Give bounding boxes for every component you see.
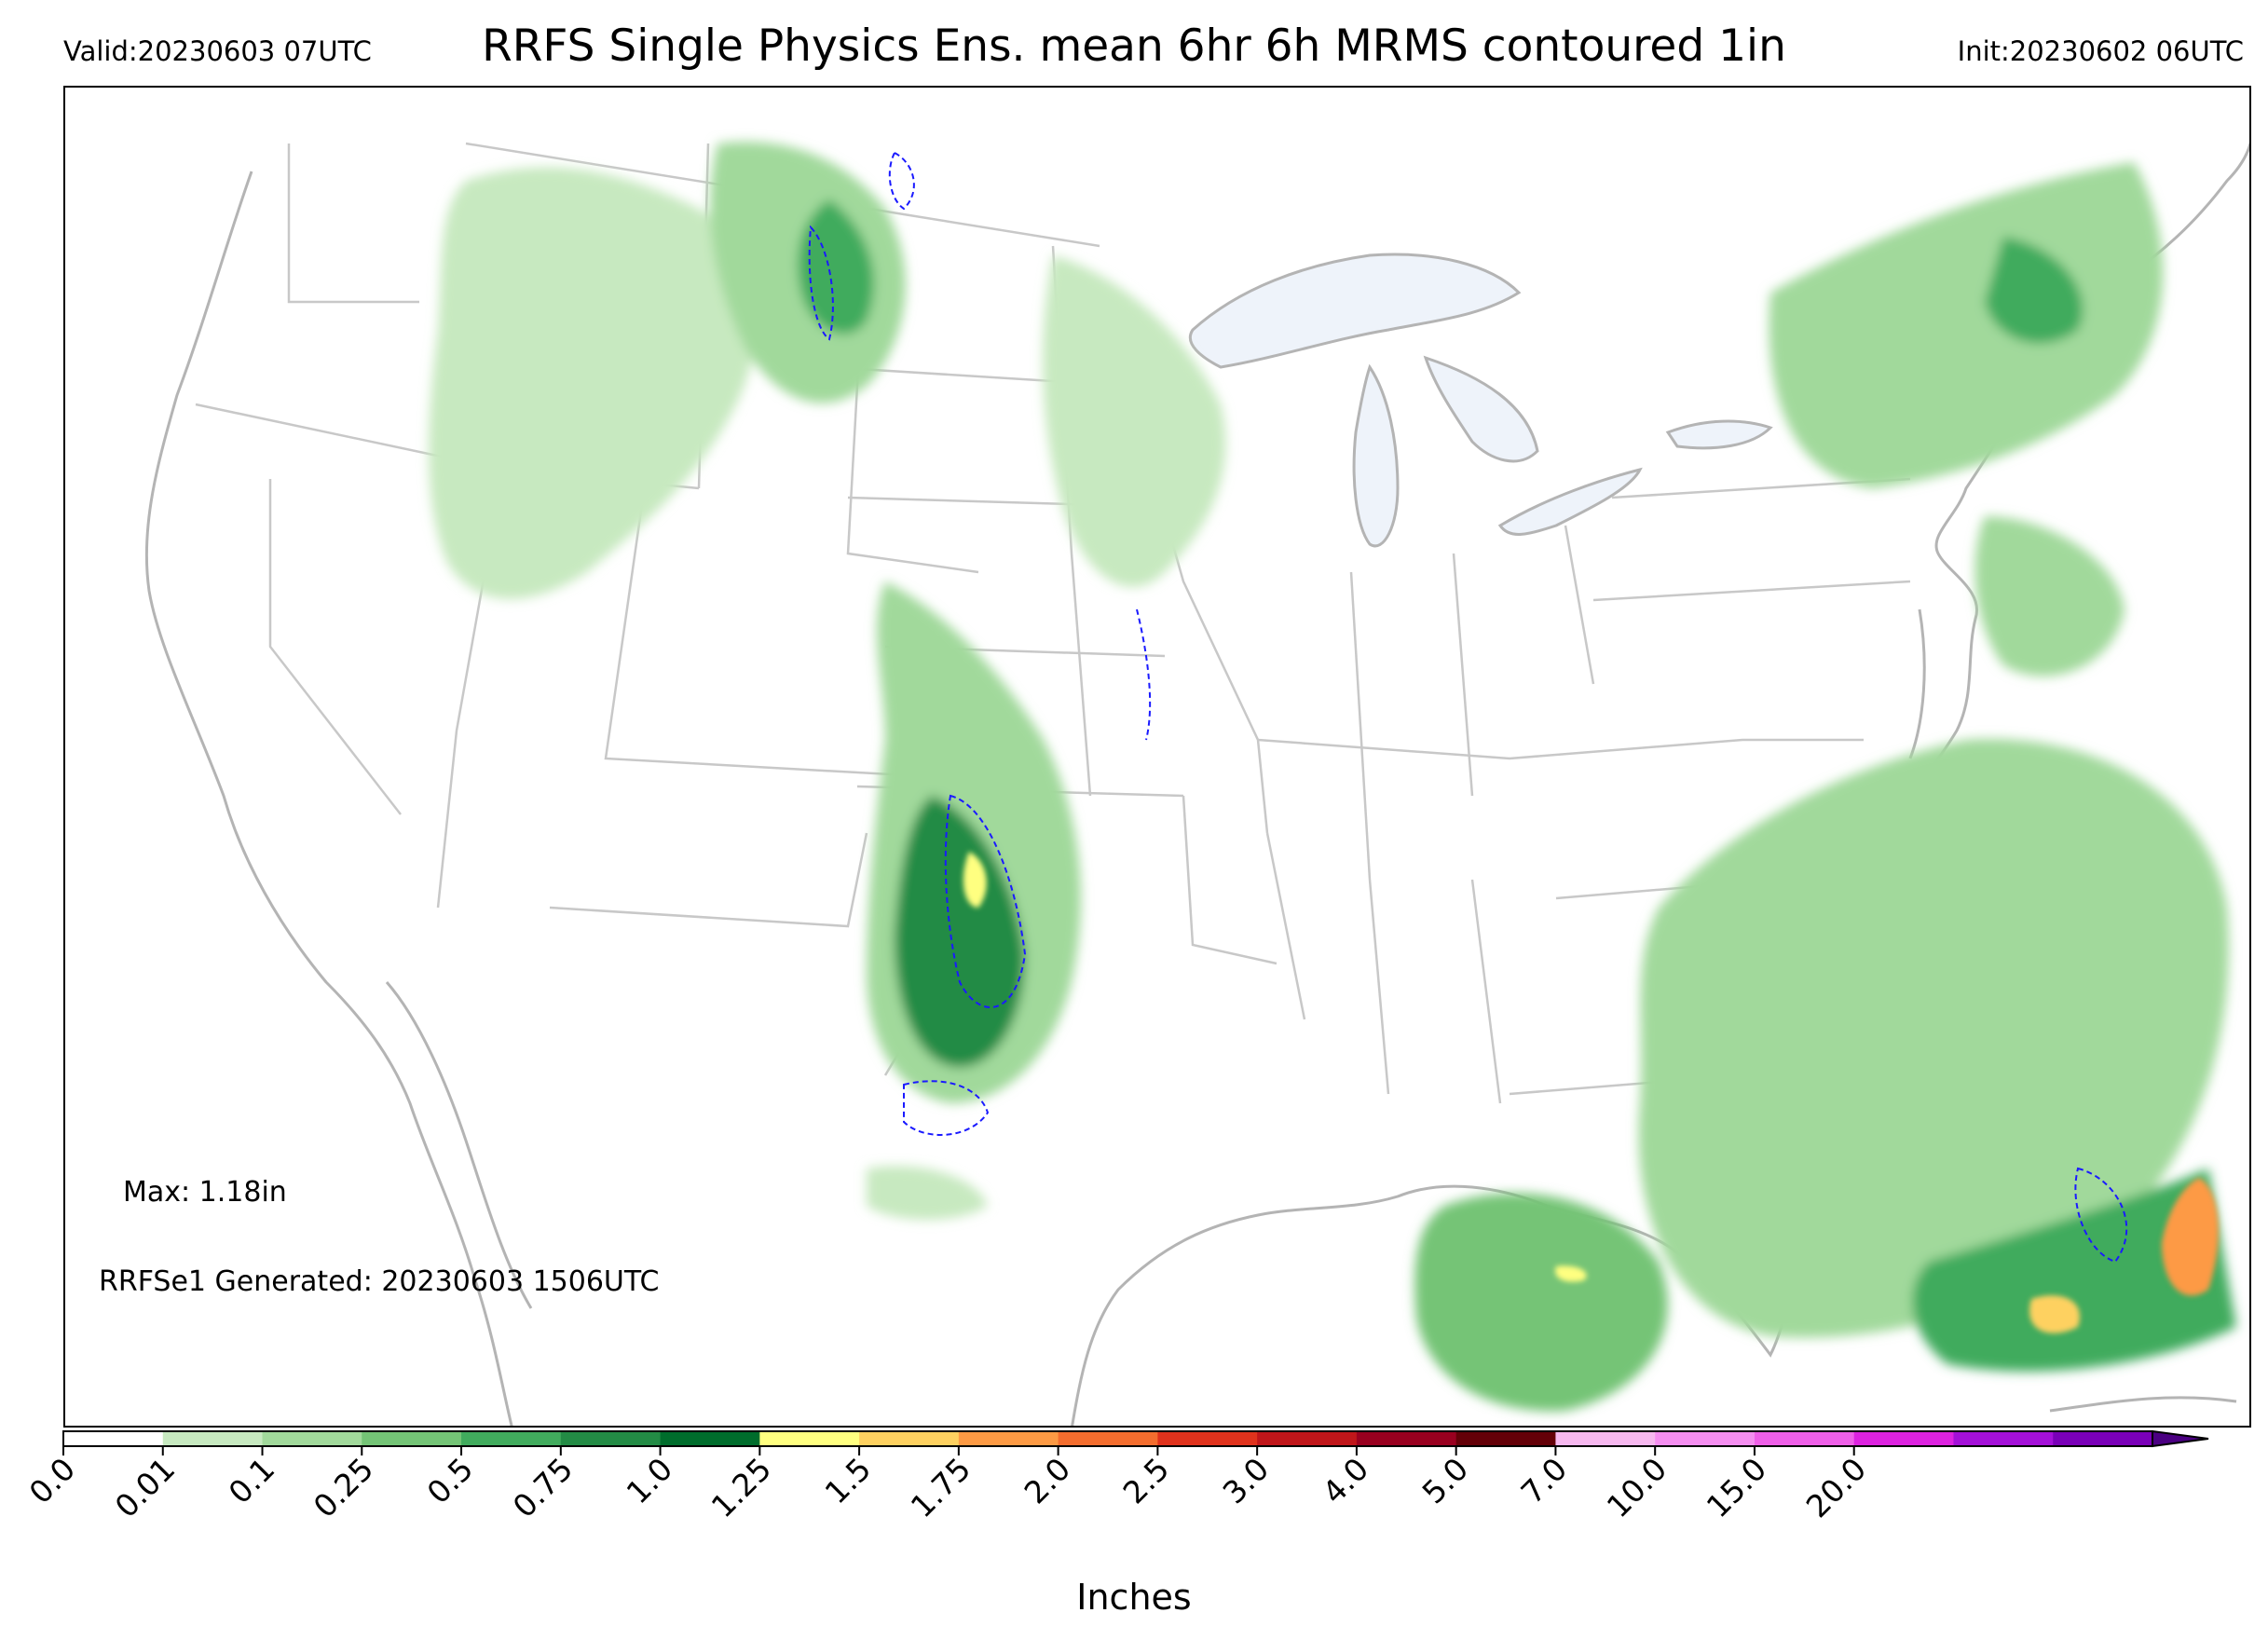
baja-coast	[385, 981, 533, 1309]
pacific-coast	[144, 171, 513, 1426]
colorbar-cell	[958, 1431, 1059, 1446]
colorbar-cell	[759, 1431, 860, 1446]
precip-maine-core	[1985, 237, 2084, 344]
pa-md-border	[1592, 580, 1911, 602]
colorbar-cell	[1257, 1431, 1358, 1446]
colorbar-cell	[1754, 1431, 1855, 1446]
precipitation-field	[429, 142, 2236, 1412]
colorbar-cell	[1555, 1431, 1656, 1446]
plot-title: RRFS Single Physics Ens. mean 6hr 6h MRM…	[482, 20, 1786, 72]
colorbar-cell	[362, 1431, 462, 1446]
colorbar-cell	[162, 1431, 264, 1446]
mrms-missouri	[1136, 608, 1152, 741]
colorbar-cell	[1157, 1431, 1258, 1446]
cuba-coast	[2049, 1396, 2237, 1413]
precip-mexico	[867, 1166, 988, 1220]
ms-al-border	[1368, 879, 1390, 1095]
max-value-note: Max: 1.18in	[123, 1176, 287, 1209]
colorbar-cell	[63, 1431, 164, 1446]
colorbar-cell	[660, 1431, 760, 1446]
mrms-bahamas	[2074, 1167, 2128, 1264]
colorbar-cell	[1058, 1431, 1158, 1446]
wa-or-border	[287, 144, 419, 304]
colorbar-cell	[461, 1431, 562, 1446]
great-lakes	[1188, 253, 1773, 548]
colorbar-extend-arrow	[2152, 1429, 2209, 1448]
precip-offshore	[1974, 516, 2125, 676]
colorbar-cell	[2053, 1431, 2153, 1446]
colorbar-cell	[1356, 1431, 1457, 1446]
precipitation-peaks	[963, 852, 2219, 1333]
colorbar-cell	[1853, 1431, 1954, 1446]
precipitation-map: Max: 1.18in RRFSe1 Generated: 20230603 1…	[63, 86, 2251, 1428]
in-oh-border	[1452, 553, 1474, 797]
lake-huron	[1423, 355, 1539, 463]
peak-oklahoma	[963, 852, 987, 908]
colorbar-cell	[859, 1431, 960, 1446]
chesapeake	[1908, 608, 1926, 759]
colorbar-tickmarks	[62, 1446, 1855, 1456]
colorbar-cell	[1455, 1431, 1556, 1446]
az-nm-border	[549, 832, 868, 928]
lake-ontario	[1665, 419, 1773, 450]
generated-note: RRFSe1 Generated: 20230603 1506UTC	[99, 1265, 660, 1298]
colorbar-cell	[1655, 1431, 1756, 1446]
precip-montana-core	[798, 199, 874, 335]
init-time-label: Init:20230602 06UTC	[1957, 35, 2244, 67]
precip-northeast	[1769, 162, 2164, 488]
ok-tx-border	[1182, 795, 1277, 965]
peak-gulf	[1555, 1265, 1587, 1282]
colorbar-cell	[262, 1431, 362, 1446]
lake-superior	[1188, 253, 1522, 369]
precip-gulf-low	[1414, 1193, 1668, 1412]
mid-south-border	[1257, 738, 1864, 760]
al-ga-border	[1470, 879, 1502, 1104]
colorbar-axis-label: Inches	[1076, 1577, 1192, 1618]
precip-bahamas	[1912, 1168, 2236, 1372]
mrms-montana	[808, 225, 834, 341]
valid-time-label: Valid:20230603 07UTC	[63, 35, 372, 67]
precip-northwest	[429, 167, 756, 599]
ut-co-border	[604, 497, 942, 779]
colorbar-cell	[560, 1431, 662, 1446]
oh-pa-border	[1564, 525, 1595, 685]
precip-southeast	[1638, 739, 2229, 1338]
precip-upper-midwest	[1043, 255, 1226, 587]
map-canvas	[144, 142, 2249, 1426]
colorbar-cells	[62, 1430, 2153, 1447]
ar-la-border	[1265, 832, 1306, 1020]
peak-bahamas-east	[2162, 1178, 2219, 1296]
il-in-border	[1349, 571, 1372, 881]
precip-plains-core	[895, 796, 1025, 1068]
colorbar-cell	[1953, 1431, 2054, 1446]
peak-bahamas-west	[2029, 1295, 2080, 1333]
mrms-oklahoma	[944, 794, 1027, 1008]
mrms-contours	[808, 151, 2128, 1264]
lake-michigan	[1352, 363, 1400, 548]
mrms-texas	[903, 1080, 990, 1136]
lake-erie	[1497, 467, 1643, 536]
mrms-north	[888, 151, 915, 211]
ca-nv-border	[268, 479, 402, 815]
